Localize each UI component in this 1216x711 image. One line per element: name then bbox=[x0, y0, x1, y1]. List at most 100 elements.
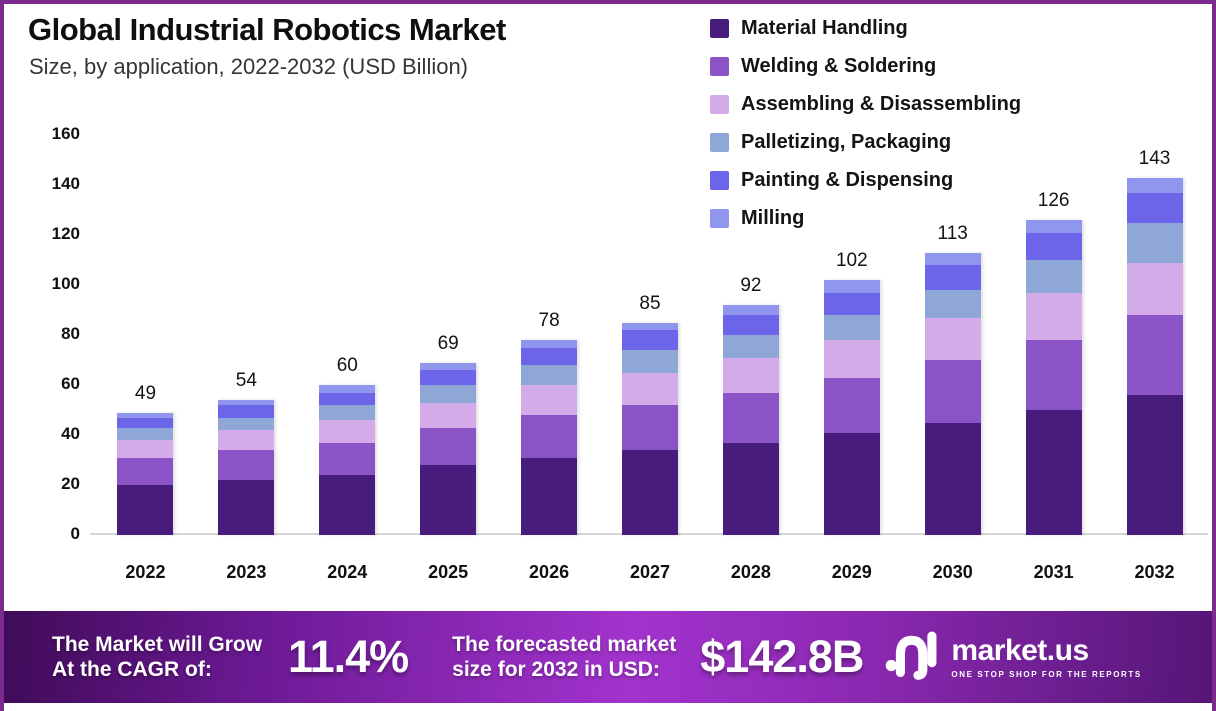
bar-segment-welding-soldering bbox=[521, 415, 578, 458]
bar-segment-palletizing-packaging bbox=[924, 290, 981, 318]
bar-total-label-2023: 54 bbox=[235, 370, 257, 391]
bar-segment-milling bbox=[117, 412, 174, 418]
logo-tagline: ONE STOP SHOP FOR THE REPORTS bbox=[951, 669, 1142, 679]
x-axis-label-2028: 2028 bbox=[730, 562, 771, 582]
bar-segment-milling bbox=[420, 362, 477, 370]
bar-segment-milling bbox=[218, 400, 275, 405]
bar-segment-material-handling bbox=[218, 480, 275, 535]
bar-segment-palletizing-packaging bbox=[722, 335, 779, 358]
bar-total-label-2026: 78 bbox=[538, 310, 560, 331]
bar-total-label-2032: 143 bbox=[1138, 147, 1171, 169]
bar-total-label-2031: 126 bbox=[1037, 190, 1070, 211]
bottom-banner: The Market will Grow At the CAGR of: 11.… bbox=[4, 611, 1212, 703]
x-axis-label-2025: 2025 bbox=[428, 562, 469, 582]
legend-item-milling: Milling bbox=[710, 204, 1021, 233]
bar-segment-material-handling bbox=[621, 450, 678, 535]
stacked-bar-2030: 113 bbox=[924, 223, 981, 535]
legend-swatch-icon bbox=[710, 57, 729, 76]
stacked-bar-2023: 54 bbox=[218, 370, 275, 535]
bar-segment-painting-dispensing bbox=[823, 292, 880, 315]
y-tick-label-160: 160 bbox=[51, 124, 80, 143]
legend: Material Handling Welding & Soldering Asse… bbox=[710, 14, 1021, 233]
stacked-bar-2022: 49 bbox=[117, 383, 174, 535]
stacked-bar-2026: 78 bbox=[521, 310, 578, 535]
bar-slot-2025: 69 bbox=[398, 135, 499, 535]
bar-segment-material-handling bbox=[117, 485, 174, 535]
bar-total-label-2024: 60 bbox=[336, 355, 358, 376]
bar-slot-2031: 126 bbox=[1003, 135, 1104, 535]
bar-segment-milling bbox=[521, 340, 578, 348]
bar-segment-painting-dispensing bbox=[924, 265, 981, 290]
bar-segment-painting-dispensing bbox=[1126, 192, 1183, 223]
x-axis-label-2030: 2030 bbox=[932, 562, 973, 582]
bar-segment-milling bbox=[1126, 177, 1183, 193]
legend-label: Welding & Soldering bbox=[741, 55, 937, 77]
cagr-label-line2: At the CAGR of: bbox=[52, 658, 212, 681]
stacked-bar-2032: 143 bbox=[1126, 148, 1183, 535]
bar-segment-material-handling bbox=[722, 442, 779, 535]
x-axis-label-2023: 2023 bbox=[226, 562, 267, 582]
bar-total-label-2022: 49 bbox=[134, 382, 157, 404]
bar-slot-2026: 78 bbox=[499, 135, 600, 535]
page-subtitle: Size, by application, 2022-2032 (USD Bil… bbox=[29, 54, 469, 79]
legend-item-palletizing-packaging: Palletizing, Packaging bbox=[710, 128, 1021, 157]
bar-total-label-2028: 92 bbox=[740, 275, 762, 296]
page-title: Global Industrial Robotics Market bbox=[28, 12, 506, 47]
bar-segment-palletizing-packaging bbox=[319, 405, 376, 420]
cagr-value: 11.4% bbox=[288, 631, 409, 682]
bar-segment-palletizing-packaging bbox=[1126, 222, 1183, 263]
bar-segment-welding-soldering bbox=[319, 442, 376, 475]
y-tick-label-20: 20 bbox=[61, 474, 80, 493]
y-tick-label-120: 120 bbox=[51, 224, 80, 243]
bar-segment-palletizing-packaging bbox=[218, 417, 275, 430]
x-axis-label-2027: 2027 bbox=[629, 562, 670, 582]
legend-swatch-icon bbox=[710, 171, 729, 190]
bar-segment-painting-dispensing bbox=[621, 330, 678, 350]
logo-name: market.us bbox=[951, 633, 1089, 667]
bar-segment-material-handling bbox=[420, 465, 477, 535]
bar-total-label-2030: 113 bbox=[937, 222, 968, 244]
bar-segment-welding-soldering bbox=[621, 405, 678, 450]
bar-segment-assembling-disassembling bbox=[924, 317, 981, 360]
legend-label: Palletizing, Packaging bbox=[741, 131, 952, 153]
forecast-value: $142.8B bbox=[700, 631, 864, 682]
stacked-bar-2028: 92 bbox=[722, 275, 779, 535]
bar-segment-palletizing-packaging bbox=[117, 427, 174, 440]
bar-segment-welding-soldering bbox=[924, 360, 981, 423]
cagr-label: The Market will Grow At the CAGR of: bbox=[52, 632, 262, 682]
bar-segment-painting-dispensing bbox=[319, 392, 376, 405]
legend-swatch-icon bbox=[710, 133, 729, 152]
y-tick-label-140: 140 bbox=[51, 174, 80, 193]
bar-segment-welding-soldering bbox=[823, 377, 880, 433]
cagr-label-line1: The Market will Grow bbox=[52, 632, 263, 656]
bar-segment-painting-dispensing bbox=[420, 370, 477, 385]
bar-slot-2022: 49 bbox=[95, 135, 196, 535]
stacked-bar-2025: 69 bbox=[420, 333, 477, 535]
bar-segment-welding-soldering bbox=[218, 450, 275, 480]
legend-label: Assembling & Disassembling bbox=[741, 93, 1022, 115]
bar-segment-milling bbox=[319, 385, 376, 393]
bar-total-label-2027: 85 bbox=[639, 292, 661, 314]
bar-segment-milling bbox=[924, 252, 981, 265]
stacked-bar-2024: 60 bbox=[319, 355, 376, 535]
bar-slot-2023: 54 bbox=[196, 135, 297, 535]
market-us-logo: market.us ONE STOP SHOP FOR THE REPORTS bbox=[885, 629, 1141, 686]
forecast-label-line1: The forecasted market bbox=[452, 632, 677, 656]
bar-segment-material-handling bbox=[521, 457, 578, 535]
bar-segment-assembling-disassembling bbox=[218, 430, 275, 450]
bar-segment-palletizing-packaging bbox=[621, 350, 678, 373]
bar-segment-assembling-disassembling bbox=[117, 440, 174, 458]
bar-segment-palletizing-packaging bbox=[823, 315, 880, 340]
x-axis-label-2022: 2022 bbox=[125, 562, 166, 582]
x-axis-label-2024: 2024 bbox=[327, 562, 368, 582]
legend-label: Milling bbox=[741, 207, 805, 229]
bar-segment-welding-soldering bbox=[420, 427, 477, 465]
bar-segment-milling bbox=[1025, 220, 1082, 233]
y-tick-label-0: 0 bbox=[70, 524, 80, 543]
stacked-bar-2031: 126 bbox=[1025, 190, 1082, 535]
legend-swatch-icon bbox=[710, 19, 729, 38]
bar-slot-2032: 143 bbox=[1104, 135, 1205, 535]
bar-segment-milling bbox=[722, 305, 779, 315]
x-axis-label-2032: 2032 bbox=[1134, 562, 1175, 582]
bar-slot-2029: 102 bbox=[801, 135, 902, 535]
